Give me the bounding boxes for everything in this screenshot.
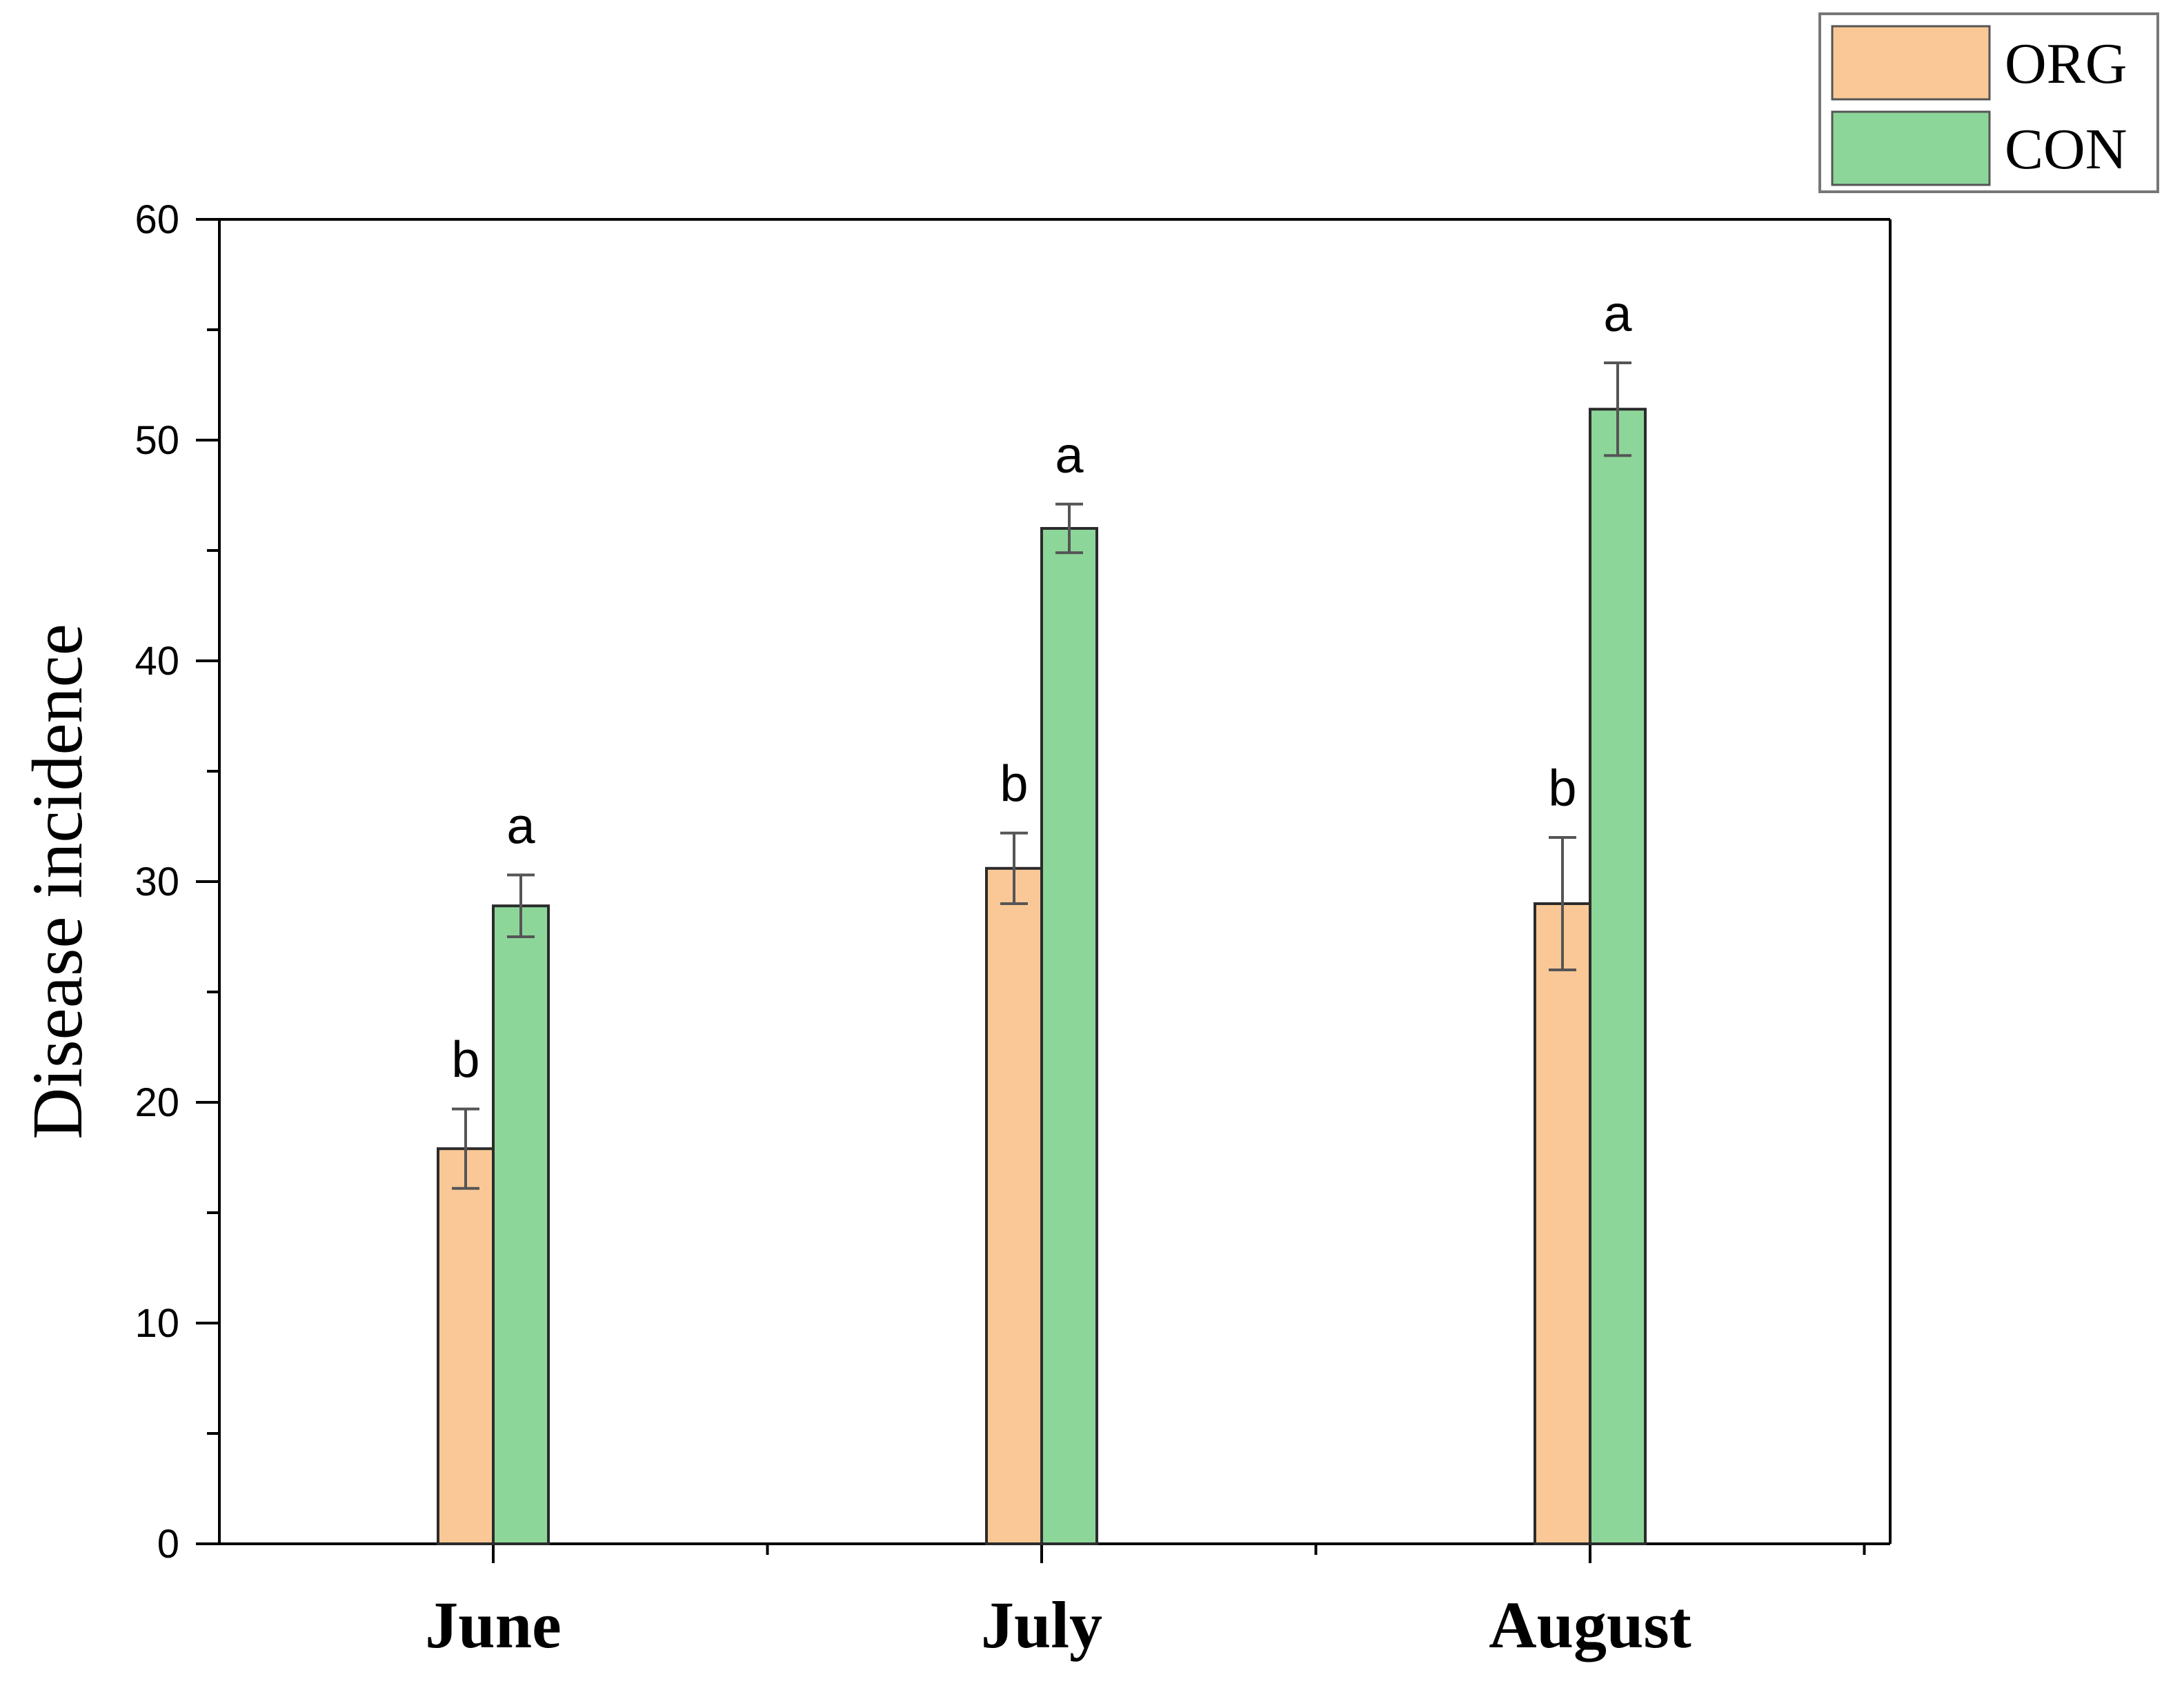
legend-label-con: CON (2005, 117, 2127, 181)
legend-swatch-con (1831, 110, 1991, 186)
y-tick-label: 40 (135, 639, 179, 684)
bar-con-august (1589, 408, 1647, 1546)
bar-con-july (1040, 527, 1098, 1545)
legend-label-org: ORG (2005, 32, 2127, 96)
y-tick-label: 50 (135, 418, 179, 463)
y-tick-label: 0 (157, 1522, 179, 1567)
legend: ORG CON (1818, 12, 2159, 193)
bar-con-june (492, 904, 550, 1545)
significance-label: a (506, 797, 535, 854)
y-tick-label: 60 (135, 197, 179, 242)
y-tick-label: 20 (135, 1080, 179, 1125)
y-tick-label: 10 (135, 1301, 179, 1346)
x-tick-label: June (425, 1588, 561, 1662)
x-tick-label: July (981, 1588, 1102, 1662)
plot-area: 0 10 20 30 40 50 60 June July August Disease incid… (18, 197, 1892, 1662)
legend-swatch-org (1831, 25, 1991, 101)
significance-label: a (1603, 285, 1632, 342)
y-axis-title: Disease incidence (18, 624, 97, 1140)
significance-label: a (1055, 426, 1084, 484)
x-tick-label: August (1489, 1588, 1691, 1662)
y-tick-label: 30 (135, 860, 179, 904)
bar-org-june (437, 1147, 495, 1545)
bar-org-july (985, 866, 1043, 1546)
bar-org-august (1534, 902, 1591, 1545)
significance-label: b (451, 1031, 479, 1089)
significance-label: b (1548, 759, 1576, 817)
significance-label: b (1000, 755, 1028, 813)
